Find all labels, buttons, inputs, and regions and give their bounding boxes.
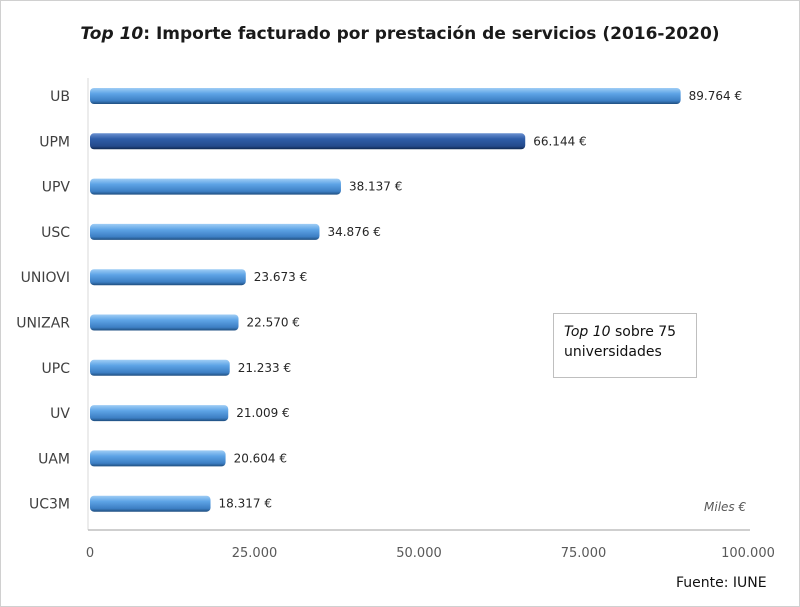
bar-upv xyxy=(90,178,341,195)
category-label: USC xyxy=(41,225,70,241)
bar-uam xyxy=(90,450,226,467)
bar-uc3m xyxy=(90,495,211,512)
category-label: UC3M xyxy=(29,497,70,513)
annotation-box: Top 10 sobre 75 universidades xyxy=(553,313,697,378)
category-label: UPM xyxy=(39,134,70,150)
category-label: UV xyxy=(50,406,70,422)
note-rest: sobre 75 universidades xyxy=(564,324,677,360)
bar-uniovi xyxy=(90,269,246,286)
x-tick-label: 75.000 xyxy=(561,546,607,561)
chart-title: Top 10: Importe facturado por prestación… xyxy=(0,24,800,44)
data-label: 20.604 € xyxy=(234,451,287,465)
data-label: 22.570 € xyxy=(247,316,300,330)
title-italic: Top 10 xyxy=(80,24,144,44)
data-label: 34.876 € xyxy=(327,225,380,239)
bar-uv xyxy=(90,405,229,422)
data-label: 66.144 € xyxy=(533,134,586,148)
bar-unizar xyxy=(90,314,239,331)
category-label: UB xyxy=(50,89,70,105)
bar-usc xyxy=(90,223,320,240)
category-label: UPC xyxy=(42,361,71,377)
x-tick-label: 50.000 xyxy=(396,546,442,561)
x-tick-label: 100.000 xyxy=(721,546,775,561)
bar-ub xyxy=(90,88,681,104)
data-label: 38.137 € xyxy=(349,180,402,194)
title-rest: : Importe facturado por prestación de se… xyxy=(143,24,720,44)
category-label: UNIZAR xyxy=(16,316,70,332)
data-label: 21.233 € xyxy=(238,361,291,375)
note-italic: Top 10 xyxy=(564,324,611,340)
category-label: UAM xyxy=(38,451,70,467)
x-tick-label: 25.000 xyxy=(232,546,278,561)
data-label: 18.317 € xyxy=(219,497,272,511)
data-label: 89.764 € xyxy=(689,89,742,103)
category-label: UPV xyxy=(42,180,71,196)
category-label: UNIOVI xyxy=(21,270,70,286)
source-label: Fuente: IUNE xyxy=(676,575,767,591)
data-label: 21.009 € xyxy=(236,406,289,420)
unit-label: Miles € xyxy=(704,500,747,514)
bar-upm xyxy=(90,133,526,150)
x-tick-label: 0 xyxy=(86,546,94,561)
data-label: 23.673 € xyxy=(254,270,307,284)
bar-upc xyxy=(90,359,230,376)
